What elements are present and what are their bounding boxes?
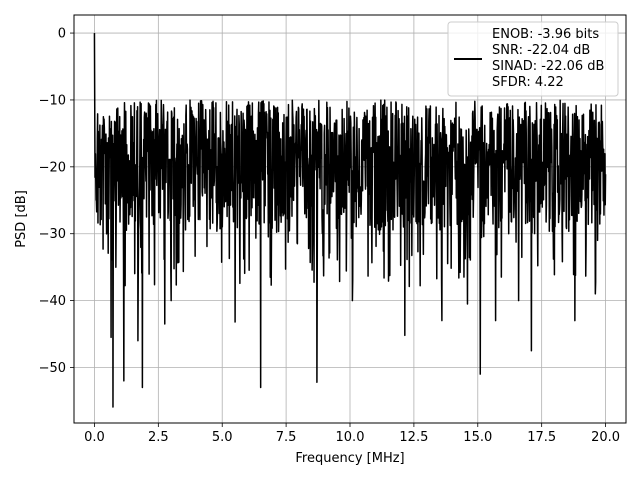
y-tick-label: 0 [58, 27, 66, 42]
y-tick-label: −30 [39, 227, 66, 242]
psd-line [93, 33, 607, 408]
x-tick-label: 12.5 [399, 430, 428, 445]
x-tick-label: 15.0 [463, 430, 492, 445]
x-tick-label: 20.0 [591, 430, 620, 445]
x-tick-label: 7.5 [276, 430, 297, 445]
y-tick-label: −20 [39, 160, 66, 175]
y-axis-ticks: 0 −10 −20 −30 −40 −50 [39, 27, 74, 376]
legend-entry-enob: ENOB: -3.96 bits [492, 27, 599, 42]
y-axis-label: PSD [dB] [14, 190, 29, 248]
legend-box [447, 21, 619, 97]
psd-series [93, 33, 607, 408]
legend-entry-sinad: SINAD: -22.06 dB [492, 59, 604, 74]
x-tick-label: 17.5 [527, 430, 556, 445]
x-axis-label: Frequency [MHz] [295, 451, 404, 466]
legend-entry-sfdr: SFDR: 4.22 [492, 75, 564, 90]
x-tick-label: 0.0 [84, 430, 105, 445]
legend-entry-snr: SNR: -22.04 dB [492, 43, 590, 58]
y-tick-label: −10 [39, 93, 66, 108]
y-tick-label: −40 [39, 294, 66, 309]
x-tick-label: 2.5 [148, 430, 169, 445]
legend: ENOB: -3.96 bits SNR: -22.04 dB SINAD: -… [447, 21, 619, 97]
x-tick-label: 5.0 [212, 430, 233, 445]
x-tick-label: 10.0 [336, 430, 365, 445]
y-tick-label: −50 [39, 361, 66, 376]
x-axis-ticks: 0.0 2.5 5.0 7.5 10.0 12.5 15.0 17.5 20.0 [84, 423, 620, 445]
